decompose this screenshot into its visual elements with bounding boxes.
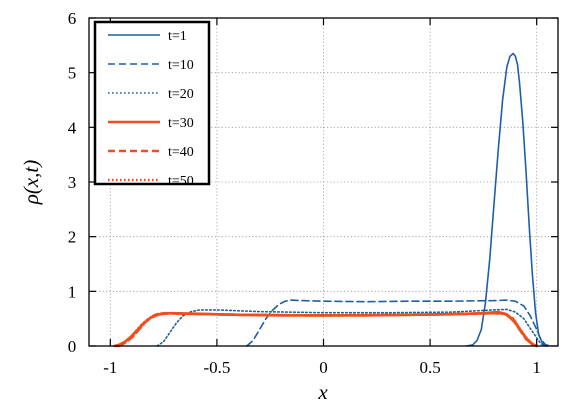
legend: t=1 t=10 t=20 t=30 t=40 t=50 [93,20,211,189]
legend-entry-label: t=20 [168,87,194,102]
y-tick-label: 1 [68,282,77,301]
series-line-t1 [465,52,549,347]
series-layer [113,52,551,348]
y-tick-label: 2 [68,228,77,247]
y-axis-label: ρ(x,t) [19,160,43,205]
x-tick-label: 1 [532,358,541,377]
y-tick-label: 5 [68,64,77,83]
y-tick-label: 3 [68,173,77,192]
x-tick-label: -1 [103,358,117,377]
legend-entry-label: t=1 [168,29,187,44]
legend-entry-label: t=50 [168,174,194,189]
x-tick-label: 0 [319,358,328,377]
series-line-t50 [115,311,538,348]
legend-entry-label: t=10 [168,58,194,73]
x-tick-label: -0.5 [203,358,230,377]
series-line-t20 [156,308,546,347]
y-tick-label: 0 [68,337,77,356]
y-tick-label: 6 [68,9,77,28]
legend-entry-label: t=30 [168,116,194,131]
x-axis-label: x [317,380,328,404]
y-tick-label: 4 [68,118,77,137]
legend-entry-label: t=40 [168,145,194,160]
legend-box [93,20,211,186]
x-tick-label: 0.5 [419,358,440,377]
axis-ticks: -1 -0.5 0 0.5 1 0 1 2 3 4 5 6 [68,9,558,377]
